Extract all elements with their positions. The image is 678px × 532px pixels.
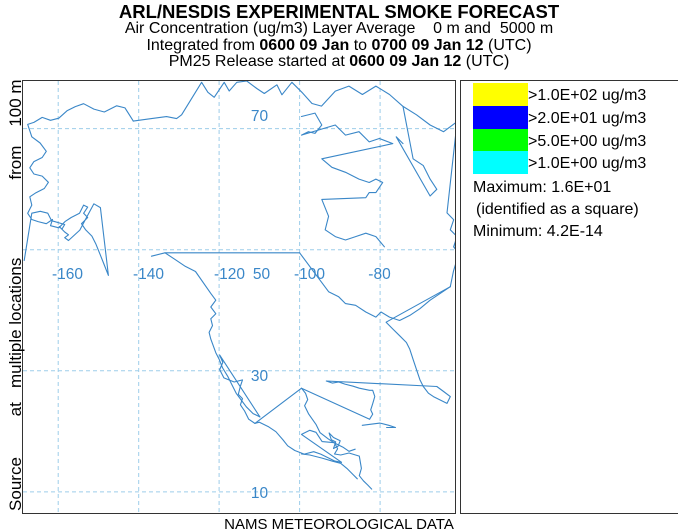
svg-text:50: 50 <box>252 266 270 283</box>
svg-text:-140: -140 <box>132 266 163 283</box>
svg-text:-80: -80 <box>368 266 391 283</box>
svg-text:-120: -120 <box>213 266 244 283</box>
svg-text:30: 30 <box>250 368 268 385</box>
svg-text:-160: -160 <box>51 266 82 283</box>
svg-text:10: 10 <box>250 485 268 502</box>
svg-text:70: 70 <box>250 108 268 125</box>
